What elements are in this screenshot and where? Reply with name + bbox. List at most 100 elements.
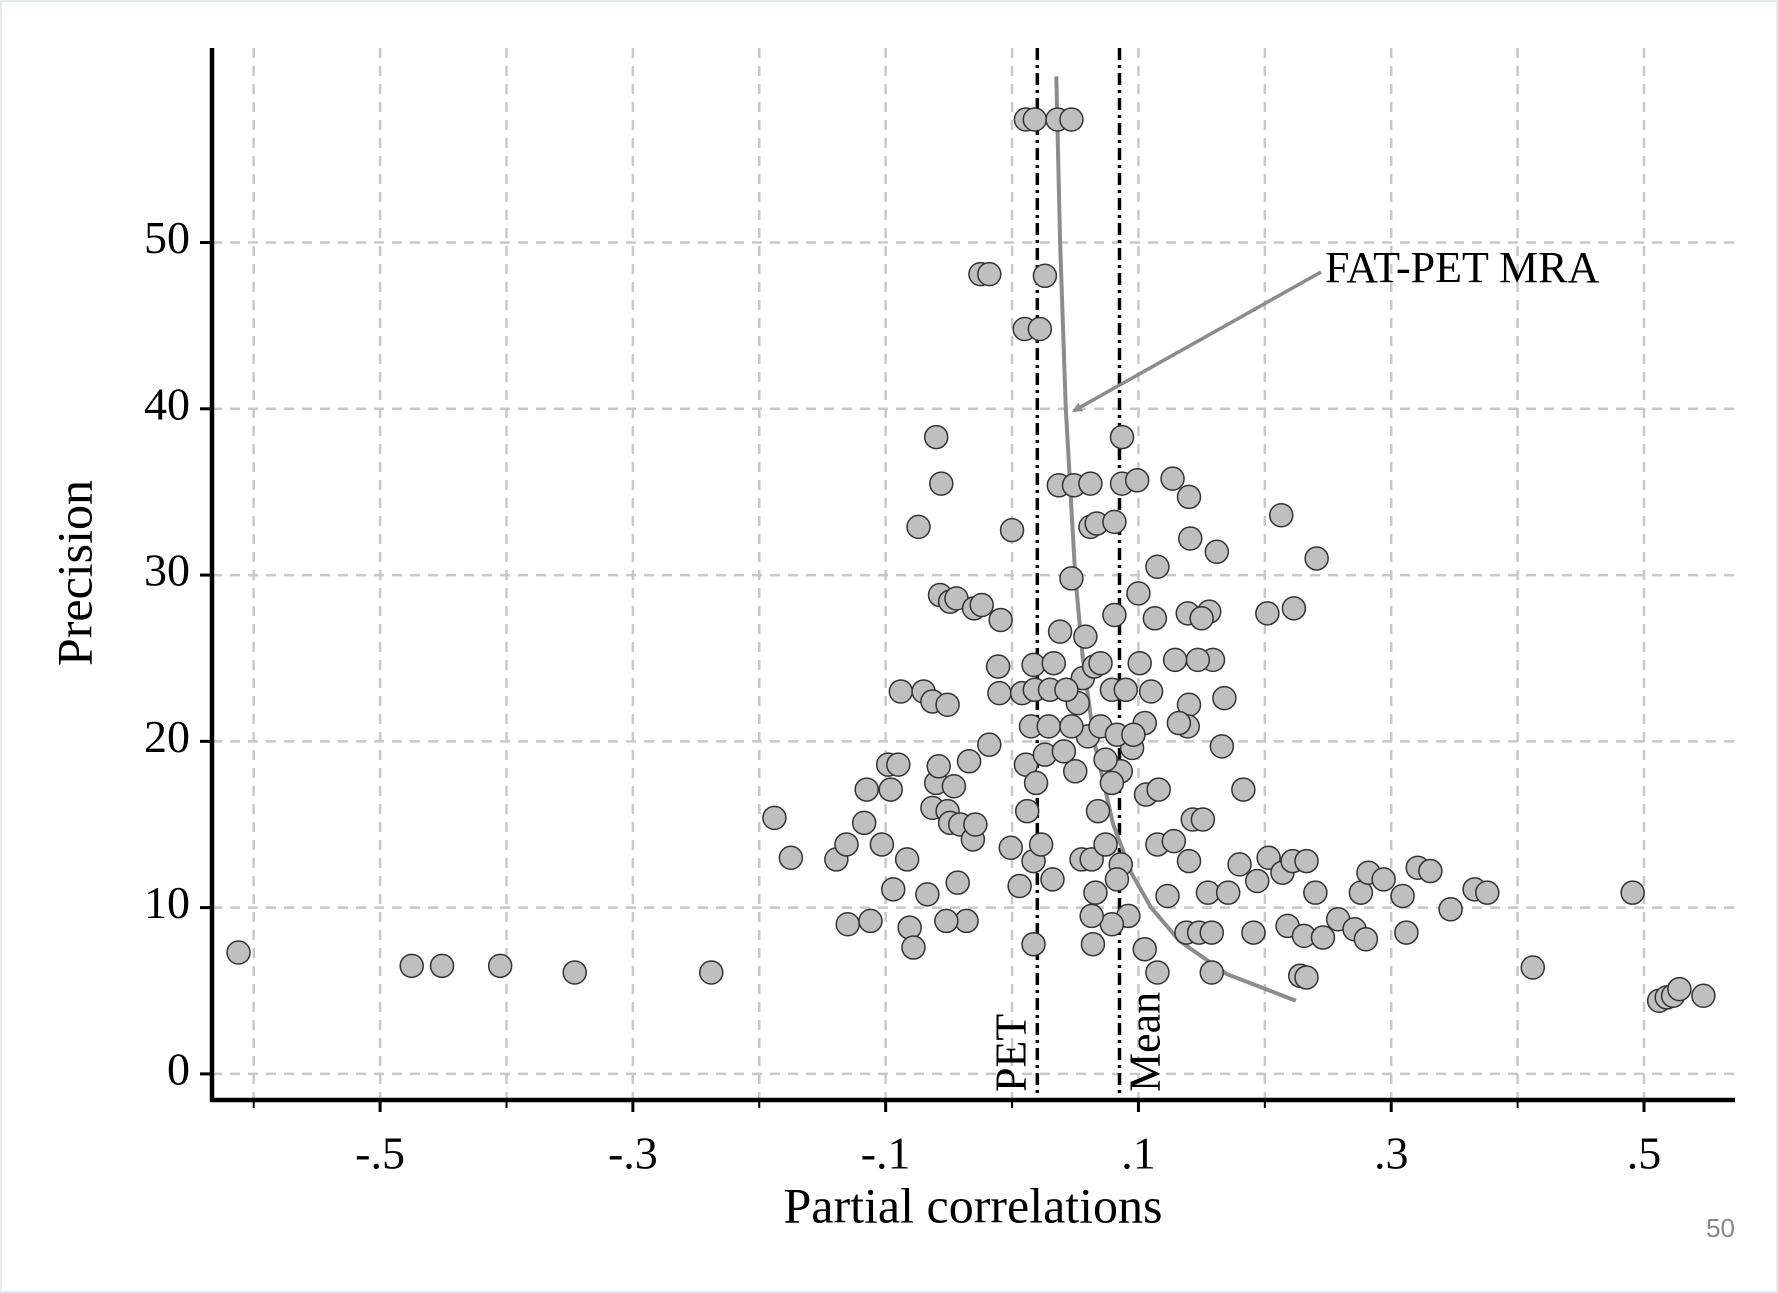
point (851, 810, 877, 836)
point (1691, 983, 1716, 1008)
point (897, 915, 922, 940)
point (1190, 807, 1216, 832)
point (1138, 679, 1164, 704)
point (1085, 798, 1111, 824)
point (1294, 848, 1319, 874)
point (1062, 759, 1088, 784)
x-tick-label: .1 (1121, 1128, 1156, 1179)
page-number: 50 (1706, 1213, 1735, 1243)
point (226, 940, 251, 965)
point (956, 749, 982, 774)
point (1124, 468, 1150, 493)
point (1054, 677, 1079, 703)
y-tick-label: 40 (144, 378, 190, 429)
point (888, 679, 914, 704)
point (1199, 960, 1224, 985)
x-tick-label: -.3 (608, 1128, 658, 1179)
y-tick-label: 30 (144, 545, 190, 596)
y-tick-label: 20 (144, 711, 190, 762)
point (1078, 471, 1103, 496)
point (977, 261, 1002, 287)
point (998, 835, 1024, 861)
point (894, 847, 920, 872)
point (1166, 710, 1192, 736)
point (985, 654, 1011, 679)
point (1520, 955, 1546, 980)
point (1620, 880, 1645, 905)
annotation-arrow (1072, 270, 1322, 413)
point (929, 471, 954, 496)
point (1132, 936, 1158, 962)
point (915, 882, 940, 907)
point (1371, 867, 1396, 892)
point (1244, 868, 1270, 894)
point (906, 514, 931, 540)
point (762, 805, 787, 831)
point (1059, 566, 1084, 591)
reference-label: Mean (1121, 992, 1170, 1092)
point (778, 845, 804, 870)
x-tick-label: .3 (1374, 1128, 1409, 1179)
point (698, 960, 724, 985)
x-tick-label: -.1 (861, 1128, 911, 1179)
point (934, 908, 959, 934)
point (429, 953, 455, 979)
point (1040, 867, 1065, 892)
point (487, 953, 513, 979)
point (1178, 526, 1203, 551)
point (1021, 931, 1046, 957)
point (1059, 107, 1084, 132)
point (1126, 581, 1151, 606)
point (1022, 107, 1048, 132)
point (941, 773, 967, 799)
point (1231, 777, 1256, 802)
point (1047, 619, 1073, 644)
point (1079, 903, 1104, 929)
point (963, 812, 988, 837)
point (1215, 880, 1241, 905)
point (1438, 897, 1463, 922)
point (1145, 554, 1170, 580)
point (835, 912, 860, 937)
point (1310, 925, 1336, 950)
point (1161, 828, 1187, 854)
point (1394, 920, 1419, 945)
point (1113, 677, 1139, 703)
grid (212, 48, 1735, 1100)
point (1227, 852, 1252, 877)
point (1088, 650, 1113, 676)
point (1059, 714, 1084, 739)
y-axis-title: Precision (46, 480, 102, 666)
point (988, 607, 1013, 633)
point (1093, 832, 1118, 857)
point (1109, 424, 1135, 450)
point (1269, 502, 1294, 528)
point (923, 424, 949, 450)
point (987, 680, 1012, 706)
point (562, 960, 587, 985)
point (1032, 263, 1058, 289)
x-tick-label: .5 (1627, 1128, 1662, 1179)
point (945, 870, 970, 895)
point (1021, 652, 1046, 678)
point (858, 908, 883, 934)
point (1160, 466, 1185, 491)
point (1093, 747, 1118, 772)
point (1099, 770, 1125, 796)
point (1303, 880, 1328, 905)
point (1176, 484, 1202, 510)
point (1667, 976, 1692, 1002)
y-tick-label: 10 (144, 877, 190, 928)
axes: 0 10 20 30 40 50 -.5 -.3 -.1 .1 .3 .5 PET Mean FAT-PET… (144, 48, 1735, 1179)
point (1162, 647, 1188, 673)
point (1083, 880, 1108, 905)
point (834, 832, 859, 857)
point (1073, 624, 1098, 649)
point (1176, 848, 1202, 874)
point (977, 732, 1002, 757)
point (1390, 883, 1415, 909)
point (1145, 960, 1170, 985)
point (901, 935, 926, 960)
